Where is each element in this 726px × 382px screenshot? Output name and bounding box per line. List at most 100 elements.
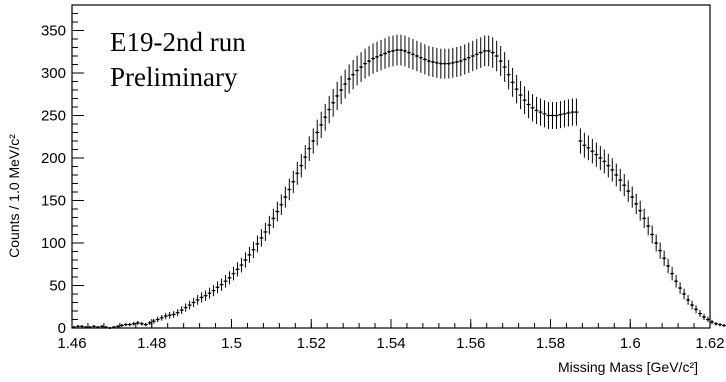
data-point — [586, 135, 591, 161]
data-point — [307, 136, 312, 161]
data-point — [99, 325, 104, 328]
data-point — [530, 94, 535, 122]
data-point — [634, 193, 639, 215]
data-point — [319, 111, 324, 138]
data-point — [179, 306, 184, 315]
data-point — [646, 216, 651, 236]
data-point — [450, 47, 455, 78]
data-point — [474, 39, 479, 70]
data-point — [131, 321, 136, 326]
data-point — [127, 322, 132, 327]
data-point — [315, 119, 320, 146]
data-point — [123, 322, 128, 327]
data-point — [438, 48, 443, 79]
data-point — [187, 300, 192, 310]
data-point — [227, 271, 232, 285]
data-point — [558, 101, 563, 129]
data-point — [163, 312, 168, 320]
data-point — [211, 284, 216, 297]
data-point — [578, 128, 583, 154]
x-tick-label: 1.56 — [456, 335, 485, 352]
data-point — [482, 35, 487, 67]
data-point — [721, 323, 726, 327]
data-point — [538, 98, 543, 126]
data-point — [702, 313, 707, 321]
data-point — [323, 103, 328, 131]
data-point — [283, 186, 288, 208]
data-point — [470, 40, 475, 72]
x-tick-label: 1.6 — [620, 335, 641, 352]
y-tick-label: 0 — [58, 320, 66, 337]
data-point — [115, 325, 120, 328]
data-point — [666, 258, 671, 274]
data-point — [606, 153, 611, 178]
data-point — [167, 311, 172, 319]
y-tick-label: 350 — [41, 23, 66, 40]
data-point — [91, 325, 96, 328]
data-point — [327, 95, 332, 124]
data-point — [510, 67, 515, 97]
data-point — [442, 48, 447, 79]
data-point — [87, 326, 92, 329]
data-point — [371, 43, 376, 74]
data-point — [219, 278, 224, 291]
y-tick-label: 300 — [41, 65, 66, 82]
data-point — [570, 98, 575, 126]
data-point — [383, 38, 388, 69]
data-point — [454, 46, 459, 77]
data-point — [682, 288, 687, 300]
y-axis-title: Counts / 1.0 MeV/c² — [6, 134, 22, 258]
data-point — [119, 323, 124, 327]
data-point — [698, 310, 703, 318]
data-point — [406, 37, 411, 68]
data-point — [614, 163, 619, 187]
annotation-preliminary: Preliminary — [110, 62, 238, 92]
annotation-run: E19-2nd run — [110, 27, 246, 57]
x-tick-label: 1.54 — [376, 335, 405, 352]
data-point — [610, 158, 615, 182]
data-point — [79, 325, 84, 328]
data-point — [299, 153, 304, 178]
data-point — [622, 174, 627, 197]
data-point — [235, 262, 240, 277]
data-point — [594, 142, 599, 167]
data-point — [502, 52, 507, 82]
data-point — [199, 292, 204, 303]
data-point — [494, 40, 499, 72]
data-point — [223, 274, 228, 288]
data-point — [598, 145, 603, 171]
data-point — [203, 290, 208, 301]
data-point — [351, 60, 356, 90]
data-point — [303, 145, 308, 170]
data-point — [506, 60, 511, 90]
data-point — [379, 39, 384, 71]
data-point — [678, 282, 683, 294]
data-point — [171, 311, 176, 318]
x-tick-label: 1.52 — [297, 335, 326, 352]
data-point — [279, 194, 284, 215]
data-point — [387, 36, 391, 68]
data-point — [359, 52, 364, 82]
data-point — [339, 75, 344, 105]
data-point — [642, 208, 647, 229]
data-point — [231, 266, 236, 281]
y-tick-label: 250 — [41, 108, 66, 125]
data-points — [72, 34, 726, 330]
data-point — [717, 322, 722, 327]
data-point — [287, 178, 292, 201]
data-point — [446, 48, 451, 79]
data-point — [490, 37, 495, 68]
data-point — [155, 316, 160, 323]
data-point — [546, 102, 551, 129]
data-point — [582, 132, 587, 158]
data-point — [430, 46, 435, 77]
data-point — [243, 252, 248, 268]
data-point — [267, 215, 272, 235]
data-point — [426, 46, 431, 77]
data-point — [95, 326, 100, 329]
data-point — [247, 247, 252, 263]
data-point — [311, 128, 316, 154]
data-point — [522, 86, 527, 115]
data-point — [394, 34, 399, 66]
